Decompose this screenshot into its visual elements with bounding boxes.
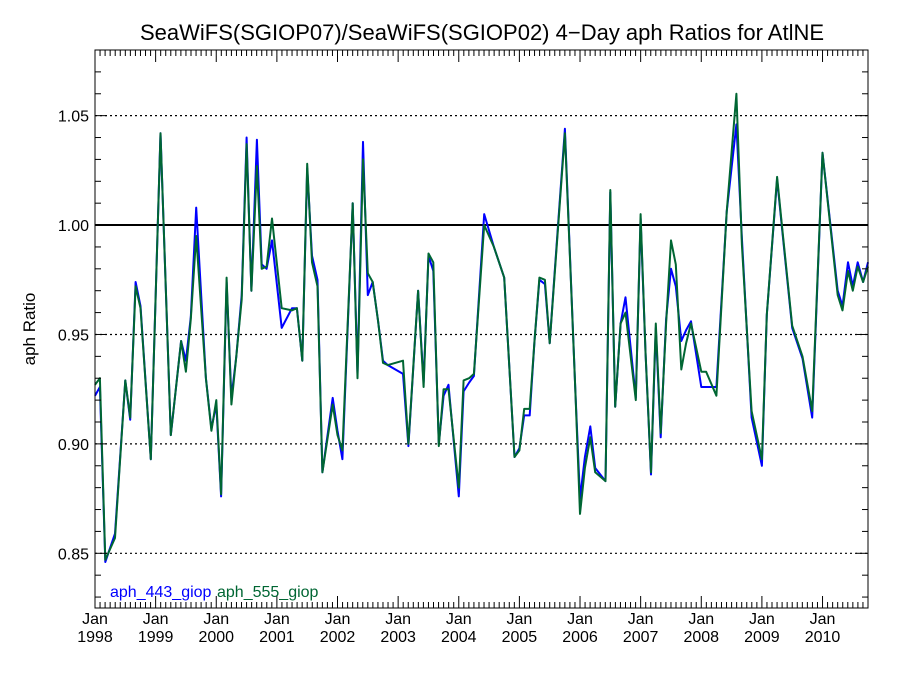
y-tick-label: 1.05: [58, 109, 89, 126]
y-tick-label: 0.90: [58, 437, 89, 454]
series-group: [94, 92, 869, 563]
x-tick-year-label: 1999: [138, 629, 174, 646]
x-tick-month-label: Jan: [325, 611, 351, 628]
x-axis: Jan1998Jan1999Jan2000Jan2001Jan2002Jan20…: [77, 50, 869, 646]
series-line-aph-555-giop: [94, 92, 869, 561]
x-tick-year-label: 1998: [77, 629, 113, 646]
x-tick-month-label: Jan: [203, 611, 229, 628]
x-tick-year-label: 2002: [320, 629, 356, 646]
legend: aph_443_giop aph_555_giop: [110, 584, 319, 601]
y-tick-label: 0.95: [58, 327, 89, 344]
x-tick-year-label: 2000: [198, 629, 234, 646]
series-line-aph-443-giop: [94, 123, 869, 563]
x-tick-month-label: Jan: [385, 611, 411, 628]
x-tick-month-label: Jan: [446, 611, 472, 628]
legend-entry-aph-443-giop: aph_443_giop: [110, 584, 212, 601]
x-tick-year-label: 2005: [502, 629, 538, 646]
x-tick-month-label: Jan: [810, 611, 836, 628]
plot-area-frame: [94, 49, 869, 609]
x-tick-year-label: 2007: [623, 629, 659, 646]
x-tick-month-label: Jan: [143, 611, 169, 628]
chart-title: SeaWiFS(SGIOP07)/SeaWiFS(SGIOP02) 4−Day …: [140, 20, 824, 45]
x-tick-year-label: 2010: [805, 629, 841, 646]
x-tick-month-label: Jan: [506, 611, 532, 628]
y-axis: 0.85 0.90 0.95 1.00 1.05: [58, 49, 868, 598]
x-tick-year-label: 2009: [744, 629, 780, 646]
y-axis-label: aph Ratio: [20, 293, 39, 366]
gridlines: [95, 115, 868, 554]
legend-entry-aph-555-giop: aph_555_giop: [217, 584, 319, 601]
x-tick-month-label: Jan: [688, 611, 714, 628]
y-tick-label: 1.00: [58, 218, 89, 235]
x-tick-year-label: 2003: [380, 629, 416, 646]
y-tick-label: 0.85: [58, 546, 89, 563]
x-tick-month-label: Jan: [749, 611, 775, 628]
x-tick-month-label: Jan: [264, 611, 290, 628]
x-tick-month-label: Jan: [82, 611, 108, 628]
x-tick-month-label: Jan: [567, 611, 593, 628]
x-tick-year-label: 2008: [683, 629, 719, 646]
x-tick-year-label: 2004: [441, 629, 477, 646]
x-tick-year-label: 2006: [562, 629, 598, 646]
x-tick-month-label: Jan: [628, 611, 654, 628]
x-tick-year-label: 2001: [259, 629, 295, 646]
